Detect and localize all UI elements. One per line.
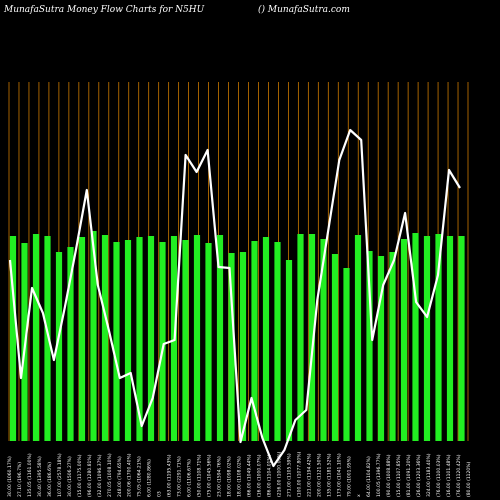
money-flow-bar: [343, 268, 350, 441]
x-tick-label: (50.00 (1108.71%): [197, 454, 203, 497]
x-tick-label: 23.00 (1594.76%): [217, 456, 223, 497]
money-flow-bar: [101, 235, 109, 441]
x-tick-label: (26.00 (1203.36%): [416, 454, 422, 497]
x-tick-label: 271.00 (1105.59%): [286, 453, 292, 497]
money-flow-bar: [400, 239, 408, 441]
x-tick-label: 6.00 (1280.86%): [147, 459, 153, 497]
x-tick-label: 30.40 (1395.58%): [37, 456, 43, 497]
x-tick-label: 03: [157, 491, 163, 497]
x-tick-label: 64.00 (1104.82%): [366, 456, 372, 497]
x-tick-label: (216.00 (1000.00%): [276, 451, 282, 497]
money-flow-bar: [251, 241, 258, 441]
money-flow-bar: [377, 256, 385, 441]
x-tick-label: 200.00 (1121.50%): [316, 453, 322, 497]
x-tick-label: 248.00 (794.65%): [117, 456, 123, 497]
money-flow-bar: [32, 234, 40, 441]
x-tick-label: 173.00 (1041.10%): [336, 453, 342, 497]
x-tick-label: 107.00 (2578.18%): [57, 453, 63, 497]
gridlines: [8, 82, 469, 441]
x-tick-label: 324.00 (1183.40%): [426, 453, 432, 497]
x-tick-label: 221.00 (1194.42%): [306, 453, 312, 497]
x-tick-label: 135.00 (1181.52%): [326, 453, 332, 497]
x-tick-label: (90.00 (1008.88%): [386, 454, 392, 497]
money-flow-bar: [9, 236, 17, 441]
money-flow-bar: [113, 242, 120, 441]
money-flow-bar: [78, 237, 86, 441]
x-tick-label: (76.00 (1120.42%): [456, 454, 462, 497]
money-flow-bar: [435, 234, 442, 441]
money-flow-bar: [354, 235, 362, 441]
x-tick-label: 27.10 (196.7%): [17, 462, 23, 497]
money-flow-bar: [67, 247, 74, 441]
x-tick-label: 36.00 (186.6%): [47, 462, 53, 497]
x-tick-label: (100.00 (1077.80%): [296, 451, 302, 497]
money-flow-bar: [228, 253, 235, 441]
money-flow-bar: [239, 252, 247, 441]
x-tick-label: (66.00 (1049.44%): [246, 454, 252, 497]
money-flow-bar: [159, 242, 166, 441]
x-tick-label: 100.05 (1396.77%): [376, 453, 382, 497]
x-tick-label: (15.00 (1107.85%): [396, 454, 402, 497]
x-tick-label: 79.00 (1001.95%): [346, 456, 352, 497]
x-tick-label: x: [357, 494, 362, 497]
money-flow-line-path: [8, 128, 461, 468]
x-tick-label: 270.05 (1008.10%): [107, 453, 113, 497]
money-flow-bar: [44, 236, 51, 441]
money-flow-bar: [193, 235, 201, 441]
money-flow-bar: [423, 236, 431, 441]
money-flow-bar: [136, 237, 143, 441]
money-flow-bar: [216, 235, 224, 441]
money-flow-bar: [412, 233, 419, 441]
x-tick-label: 6.00 (1106.67%): [187, 459, 193, 497]
x-tick-label: (80.00 (1120%): [466, 461, 472, 497]
money-flow-bar: [331, 254, 339, 441]
x-tick-label: (15.00 (1175.00%): [77, 454, 83, 497]
money-flow-bar: [458, 236, 465, 441]
x-tick-label: (63.00 (1195.43%): [167, 454, 173, 497]
x-tick-label: (76.00 (1100.03%): [436, 454, 442, 497]
x-tick-label: (75.00 (1045.56%): [207, 454, 213, 497]
money-flow-bar: [90, 231, 97, 441]
money-flow-bar: [297, 234, 304, 441]
x-tick-label: (96.00 (1280.81%): [87, 454, 93, 497]
money-flow-bar: [320, 239, 327, 441]
copyright-text: () MunafaSutra.com: [258, 5, 350, 15]
money-flow-bar: [182, 240, 189, 441]
x-axis-ticks: 30.00 (1060.17%) 27.10 (196.7%) 135.05 (11…: [7, 451, 472, 497]
x-tick-label: (32.00 (1096.37%): [97, 454, 103, 497]
money-flow-line: [8, 128, 461, 468]
x-tick-label: 30.00 (1506.27%): [67, 456, 73, 497]
chart-header: MunafaSutra Money Flow Charts for N5HU (…: [0, 0, 500, 40]
x-tick-label: (81.00 (1091.20%): [406, 454, 412, 497]
money-flow-bar: [55, 252, 63, 441]
x-tick-label: 18.00 (1108.02%): [237, 456, 243, 497]
money-flow-bar: [147, 236, 155, 441]
x-tick-label: 75.05 (1064.21%): [137, 456, 143, 497]
money-flow-bar: [285, 260, 293, 441]
x-tick-label: 30.00 (1060.17%): [7, 456, 13, 497]
money-flow-bar: [274, 242, 281, 441]
x-tick-label: (86.00 (1104.01%): [266, 454, 272, 497]
chart-title: MunafaSutra Money Flow Charts for N5HU: [4, 5, 205, 15]
money-flow-bar: [308, 234, 316, 441]
x-tick-label: 200.06 (1700.40%): [127, 453, 133, 497]
x-tick-label: 73.00 (2291.71%): [177, 456, 183, 497]
money-flow-bar: [389, 252, 396, 441]
money-flow-bar: [262, 237, 270, 441]
x-tick-label: (16.00 (1101.48%): [446, 454, 452, 497]
money-flow-bar: [446, 236, 454, 441]
money-flow-bar: [366, 251, 373, 441]
x-tick-label: 18.00 (1098.02%): [227, 456, 233, 497]
money-flow-bar: [205, 243, 212, 441]
money-flow-bar: [124, 240, 132, 441]
x-tick-label: (16.00 (1000.07%): [256, 454, 262, 497]
bars: [9, 231, 465, 441]
x-tick-label: 135.05 (1161.00%): [27, 453, 33, 497]
